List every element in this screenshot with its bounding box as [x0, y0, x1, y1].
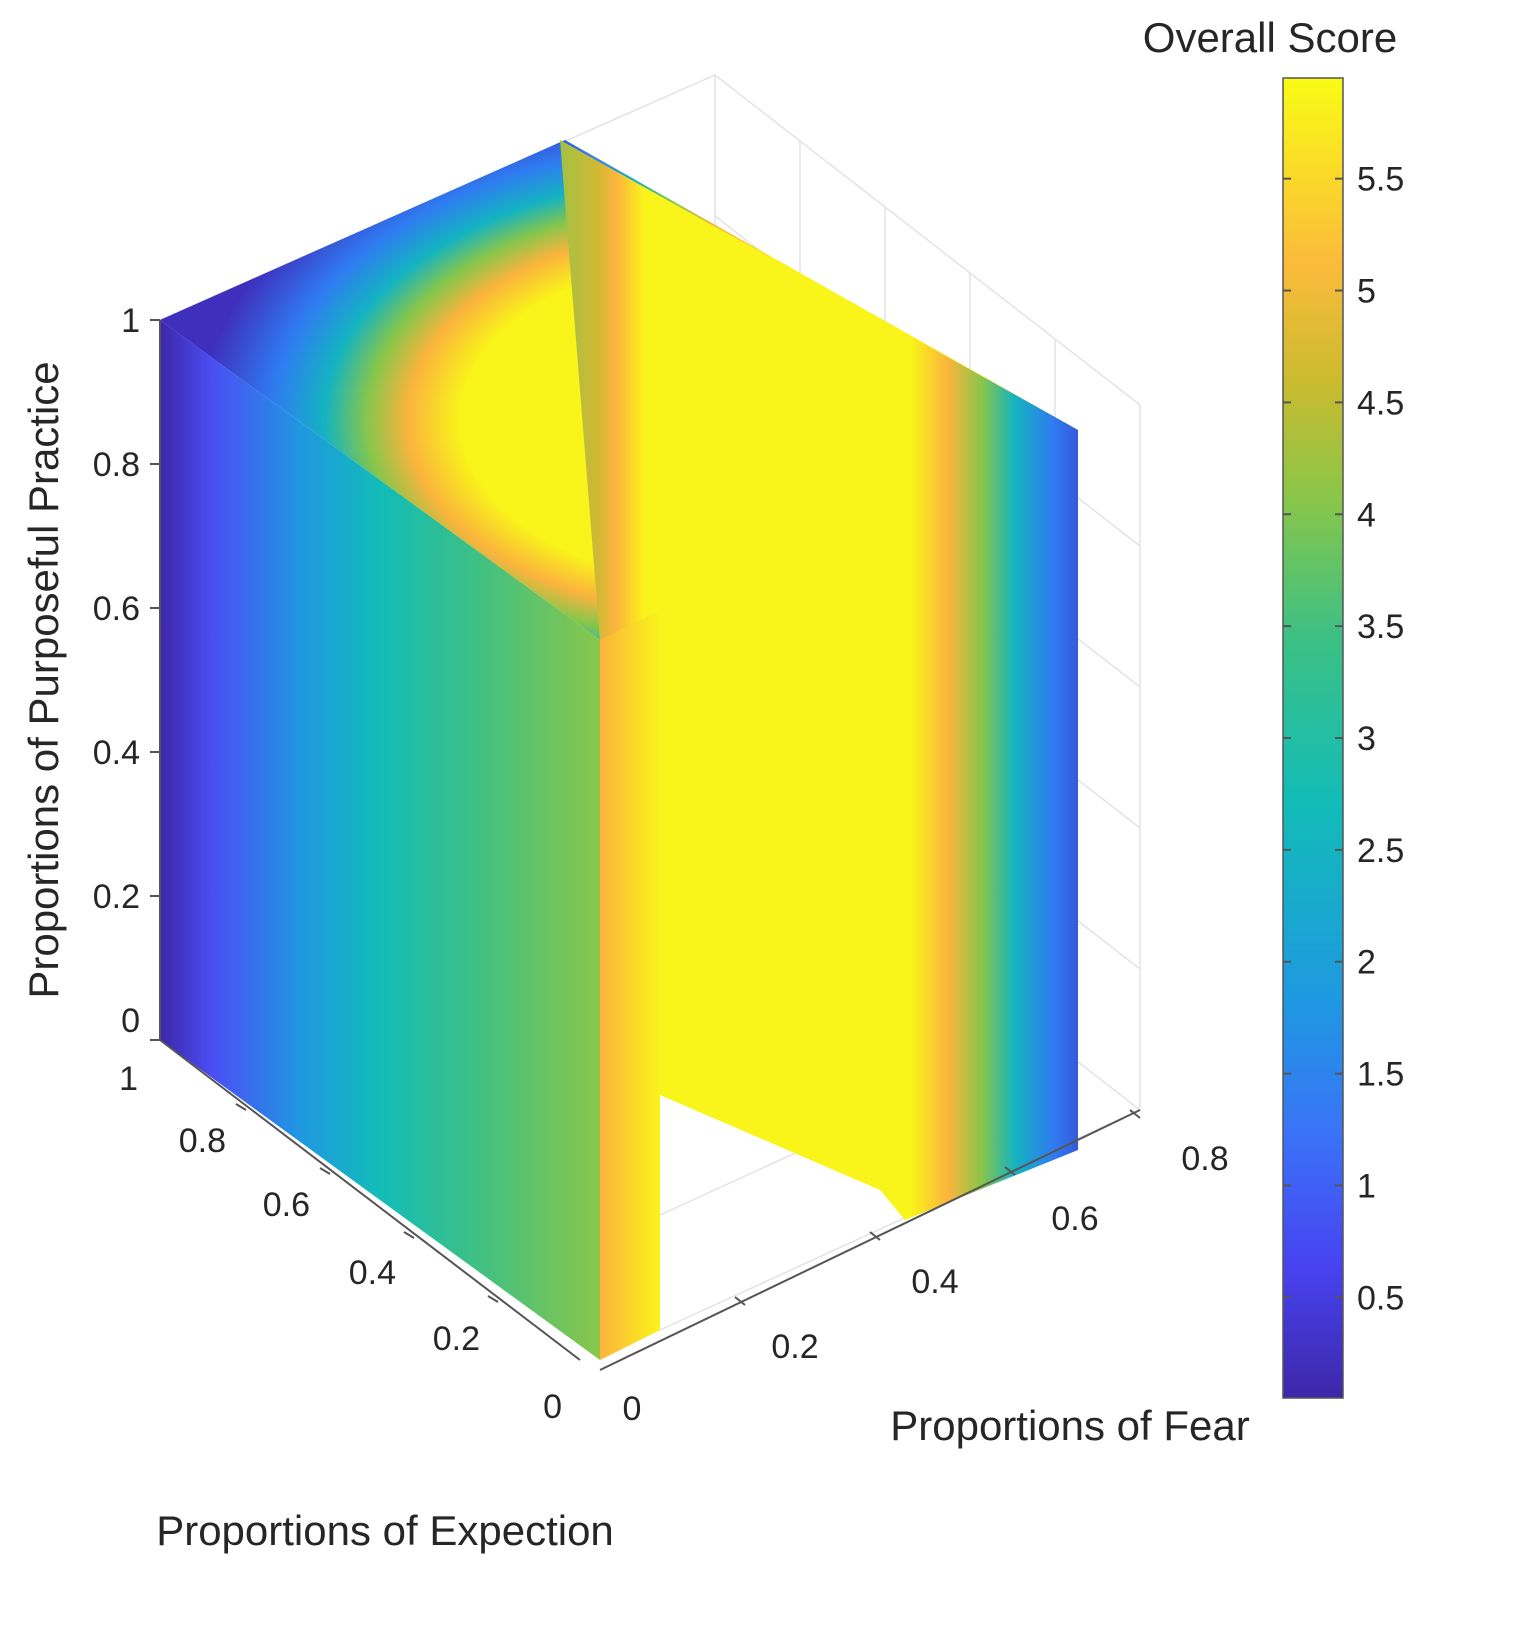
y-axis-line: [599, 1109, 1141, 1371]
colorbar-tick-label: 5.5: [1357, 161, 1404, 199]
z-tick-label: 0.2: [93, 878, 140, 916]
x-ticks: [235, 1103, 499, 1303]
y-tick-label: 0.4: [911, 1263, 958, 1301]
x-axis-label: Proportions of Expection: [156, 1507, 614, 1554]
z-tick-label: 0.4: [93, 734, 140, 772]
x-tick-label: 1: [119, 1060, 138, 1098]
colorbar-tick-label: 5: [1357, 273, 1376, 311]
y-tick: [734, 1296, 746, 1306]
y-tick-labels: 0 0.2 0.4 0.6 0.8: [623, 1140, 1229, 1428]
right-slice: [560, 140, 1078, 1360]
y-tick: [1004, 1166, 1016, 1176]
colorbar-tick-label: 2: [1357, 944, 1376, 982]
colorbar-tick-label: 4: [1357, 496, 1376, 534]
y-tick: [1129, 1109, 1141, 1119]
x-tick-label: 0.8: [179, 1122, 226, 1160]
z-tick-label: 0: [121, 1002, 140, 1040]
colorbar: Overall Score 0.5 1 1.5 2 2.5 3 3.5 4 4.5 5 5.5: [1143, 14, 1404, 1399]
y-tick-label: 0.2: [771, 1328, 818, 1366]
x-tick-label: 0: [543, 1388, 562, 1426]
colorbar-title: Overall Score: [1143, 14, 1397, 61]
colorbar-tick-label: 1.5: [1357, 1056, 1404, 1094]
grid-line: [714, 74, 1141, 406]
z-tick-labels: 1 0.8 0.6 0.4 0.2 0: [93, 302, 140, 1040]
colorbar-tick-label: 0.5: [1357, 1279, 1404, 1317]
z-ticks: [150, 319, 160, 1041]
z-tick-label: 1: [121, 302, 140, 340]
x-tick-label: 0.6: [263, 1186, 310, 1224]
colorbar-ticks: 0.5 1 1.5 2 2.5 3 3.5 4 4.5 5 5.5: [1283, 161, 1404, 1317]
y-tick-label: 0: [623, 1390, 642, 1428]
z-tick-label: 0.8: [93, 446, 140, 484]
x-tick-labels: 1 0.8 0.6 0.4 0.2 0: [119, 1060, 562, 1426]
z-axis-label: Proportions of Purposeful Practice: [20, 361, 67, 998]
colorbar-tick-label: 3: [1357, 720, 1376, 758]
x-tick: [487, 1295, 499, 1303]
y-tick: [869, 1231, 881, 1241]
x-tick: [403, 1231, 415, 1239]
y-axis-label: Proportions of Fear: [890, 1402, 1250, 1449]
colorbar-tick-label: 2.5: [1357, 832, 1404, 870]
x-tick: [319, 1167, 331, 1175]
edge-strip: [600, 610, 660, 1360]
colorbar-tick-label: 3.5: [1357, 608, 1404, 646]
x-tick-label: 0.2: [433, 1320, 480, 1358]
y-tick-label: 0.6: [1051, 1200, 1098, 1238]
x-tick-label: 0.4: [349, 1254, 396, 1292]
y-tick-label: 0.8: [1181, 1140, 1228, 1178]
left-slice: [160, 320, 600, 1360]
slice-surfaces: [160, 140, 1078, 1360]
z-tick-label: 0.6: [93, 590, 140, 628]
x-axis-line: [159, 1039, 581, 1361]
colorbar-tick-label: 4.5: [1357, 384, 1404, 422]
x-tick: [235, 1103, 247, 1111]
axes: [159, 320, 1141, 1371]
colorbar-tick-label: 1: [1357, 1167, 1376, 1205]
colorbar-fill: [1282, 77, 1344, 1399]
y-ticks: [734, 1109, 1141, 1306]
